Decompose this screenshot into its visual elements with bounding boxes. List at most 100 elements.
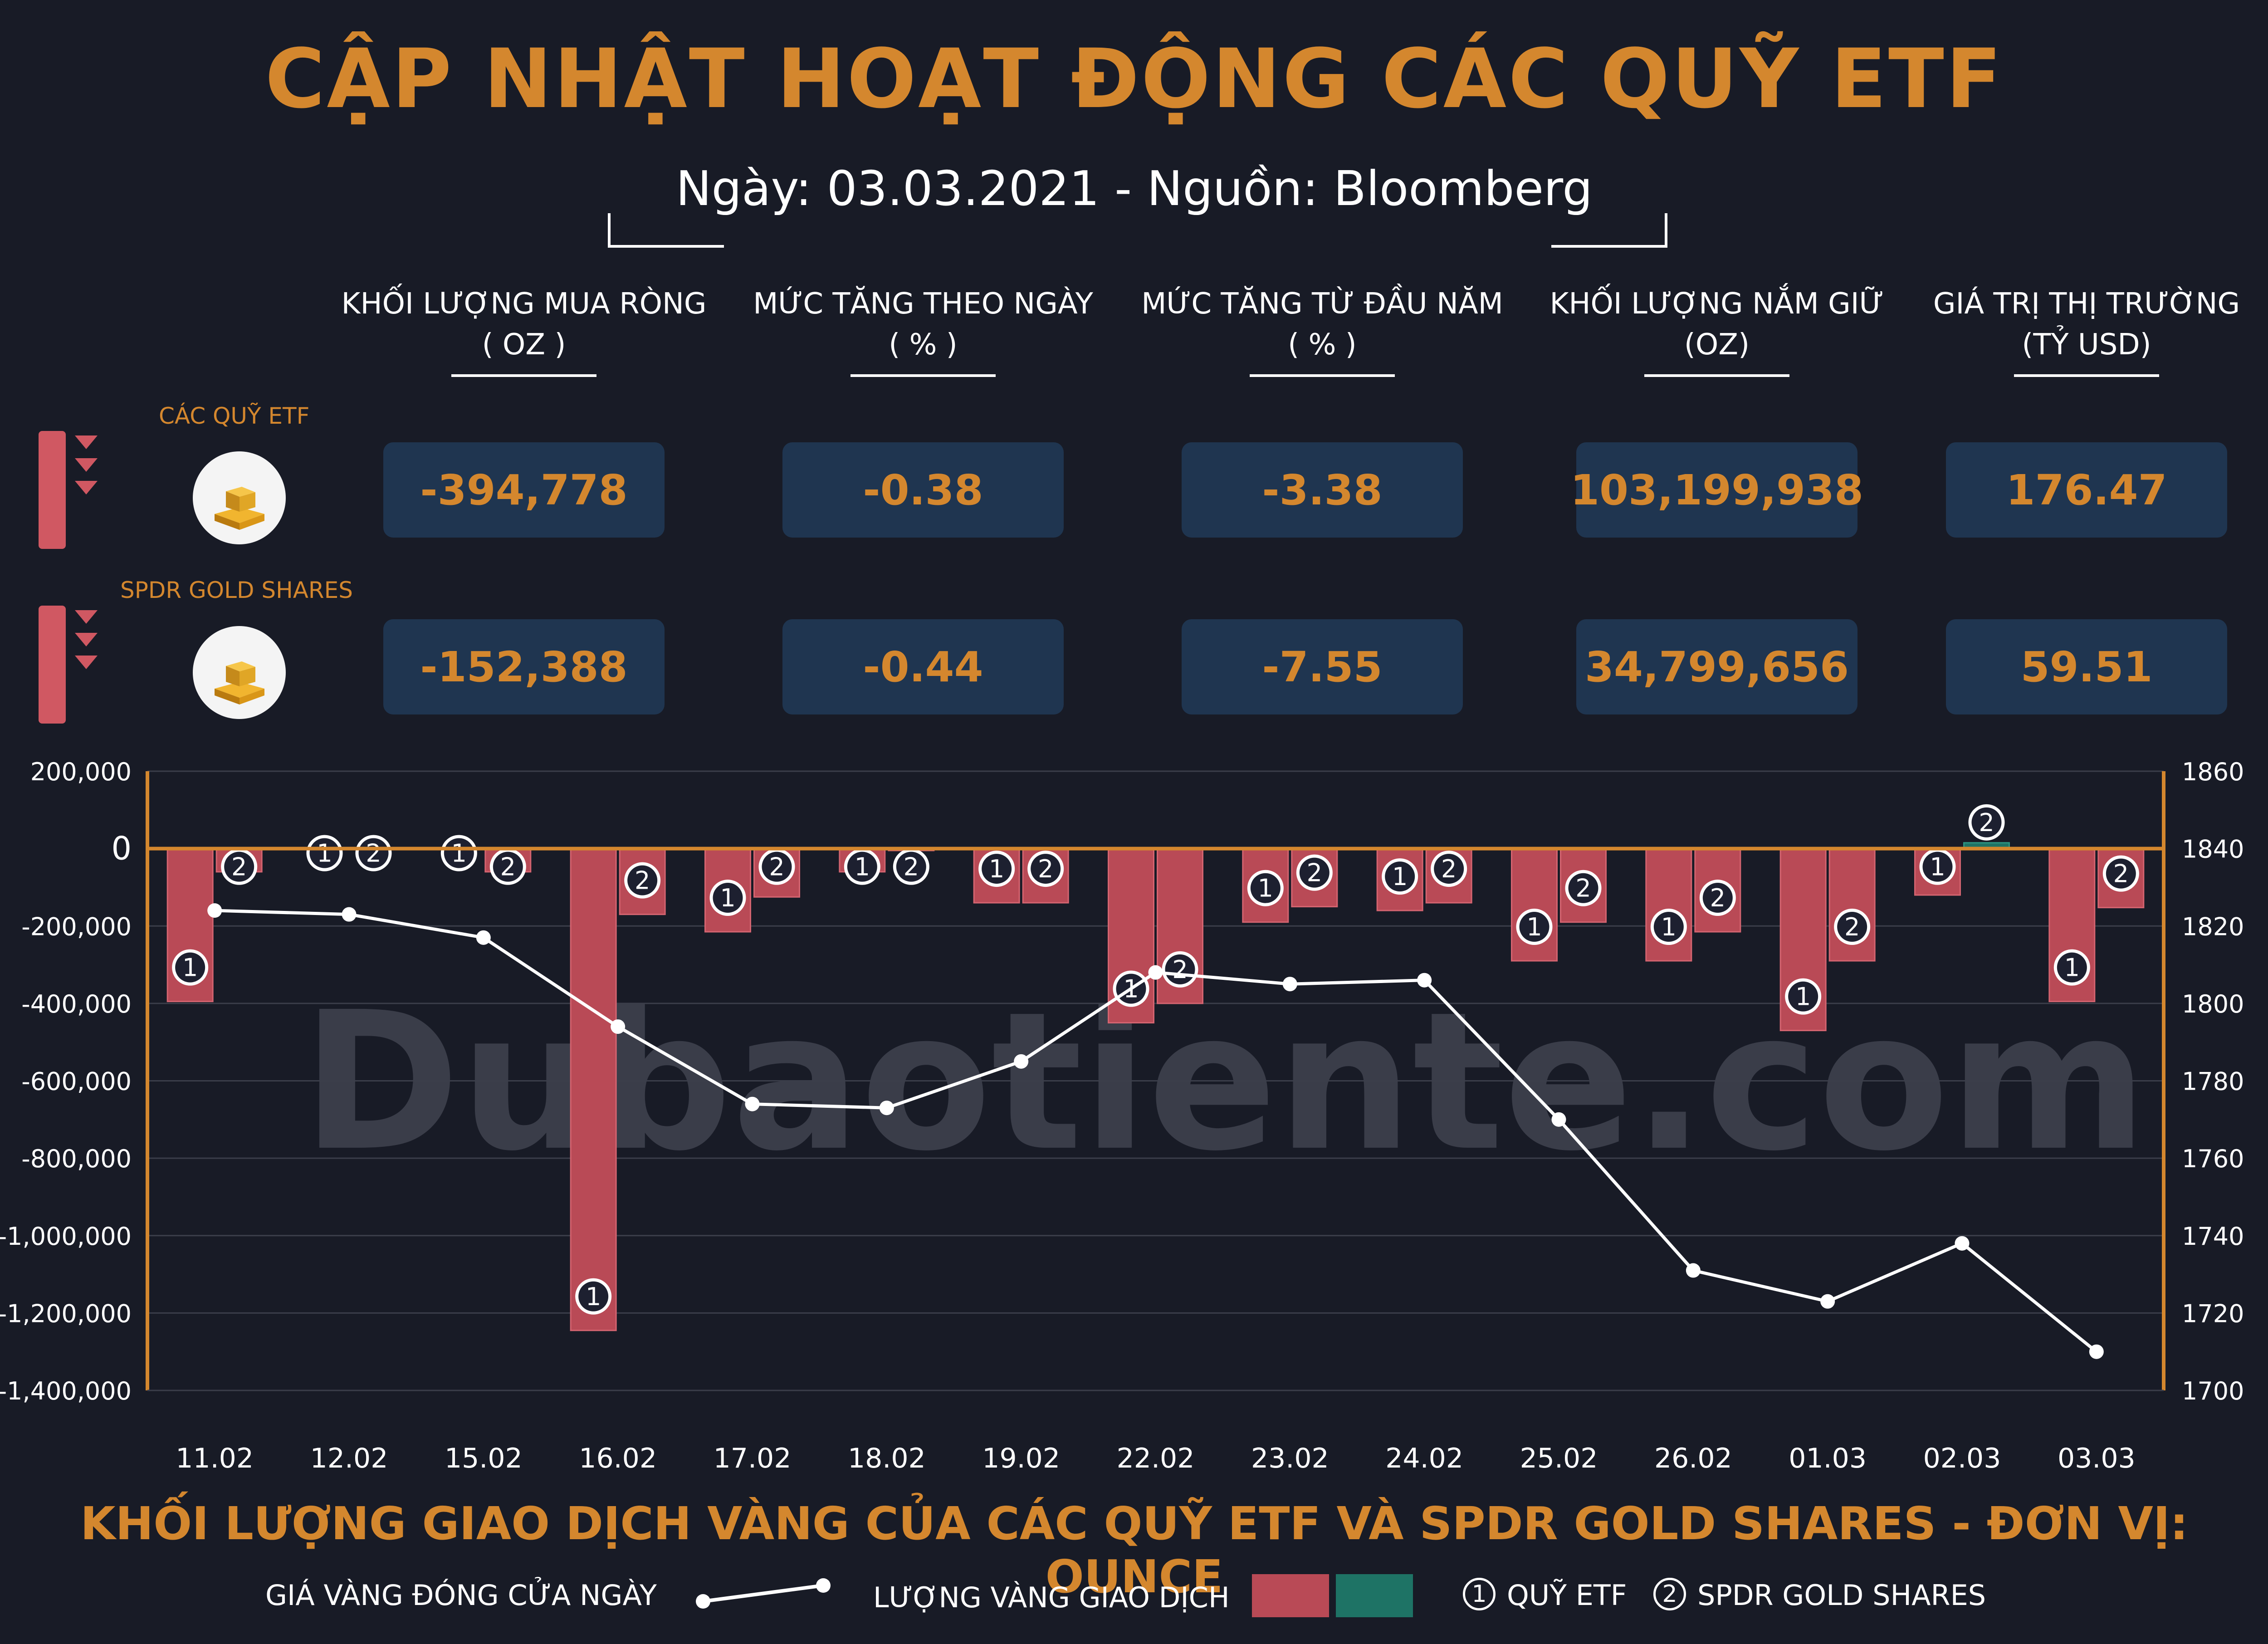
down-indicator [39,606,66,724]
bar-marker-2 [1837,912,1867,942]
bar-marker-label: 2 [1710,884,1725,912]
y-left-tick-label: 200,000 [30,758,132,786]
subtitle-bracket-right [1551,213,1667,248]
bar-marker-2 [1702,883,1733,913]
column-unit: (TỶ USD) [2022,328,2151,362]
x-tick-label: 11.02 [176,1443,254,1474]
bar-marker-1 [982,854,1012,884]
legend-up-swatch [1336,1574,1413,1617]
bar-marker-2 [224,851,254,882]
price-point [611,1019,626,1034]
y-left-tick-label: -1,400,000 [0,1377,132,1405]
bar-marker-label: 1 [317,839,332,868]
x-tick-label: 15.02 [445,1443,523,1474]
column-label: GIÁ TRỊ THỊ TRƯỜNG [1933,287,2240,321]
bar-marker-label: 2 [500,853,516,881]
y-right-tick-label: 1760 [2182,1145,2244,1173]
row-label-spdr: SPDR GOLD SHARES [120,577,353,603]
bar-marker-label: 1 [1526,913,1542,941]
bar-marker-label: 2 [769,853,784,881]
x-tick-label: 02.03 [1923,1443,2001,1474]
x-tick-label: 18.02 [848,1443,926,1474]
column-header-daily-change: MỨC TĂNG THEO NGÀY ( % ) [719,284,1127,377]
legend-marker-2-label: SPDR GOLD SHARES [1697,1579,1986,1612]
price-point [745,1096,760,1111]
y-right-tick-label: 1800 [2182,990,2244,1018]
bar-marker-1 [444,838,474,868]
price-point [879,1101,894,1116]
stat-spdr-daily-change: -0.44 [782,619,1064,714]
x-tick-label: 23.02 [1251,1443,1329,1474]
column-label: MỨC TĂNG TỪ ĐẦU NĂM [1141,287,1503,321]
bar-marker-1 [1653,912,1684,942]
y-right-tick-label: 1860 [2182,758,2244,786]
column-label: MỨC TĂNG THEO NGÀY [753,287,1093,321]
bar-marker-label: 1 [720,884,735,912]
x-tick-label: 03.03 [2058,1443,2136,1474]
column-header-net-volume: KHỐI LƯỢNG MUA RÒNG ( OZ ) [320,284,728,377]
stat-spdr-holdings: 34,799,656 [1576,619,1857,714]
y-left-tick-label: -1,200,000 [0,1299,132,1328]
bar-marker-label: 2 [1575,874,1591,903]
column-header-ytd-change: MỨC TĂNG TỪ ĐẦU NĂM ( % ) [1118,284,1526,377]
column-underline [1644,374,1789,377]
legend-marker-1: 1 [1463,1578,1496,1610]
bar-marker-label: 1 [1930,853,1945,881]
bar-marker-label: 1 [1661,913,1677,941]
bar-marker-label: 1 [1795,983,1811,1011]
stat-etf-market-value: 176.47 [1946,442,2227,538]
price-point [1148,965,1163,980]
bar-marker-label: 2 [1307,859,1322,887]
bar-1 [570,848,617,1331]
down-arrows-icon [75,435,98,494]
price-point [207,903,222,918]
column-underline [2014,374,2159,377]
bar-marker-label: 2 [1172,955,1188,984]
price-point [342,907,357,922]
x-tick-label: 01.03 [1789,1443,1867,1474]
column-header-market-value: GIÁ TRỊ THỊ TRƯỜNG (TỶ USD) [1882,284,2268,377]
bar-marker-2 [1165,954,1195,984]
stat-etf-ytd-change: -3.38 [1182,442,1463,538]
bar-marker-1 [1519,912,1549,942]
x-tick-label: 19.02 [982,1443,1060,1474]
bar-marker-label: 1 [182,954,198,982]
bar-marker-2 [2106,858,2136,889]
bar-marker-2 [1434,854,1464,884]
y-left-tick-label: -1,000,000 [0,1222,132,1251]
subtitle-bracket-left [608,213,724,248]
legend-down-swatch [1252,1574,1329,1617]
bar-marker-label: 1 [989,855,1004,883]
price-point [1014,1054,1029,1069]
y-left-tick-label: -600,000 [21,1067,132,1096]
y-left-tick-label: 0 [111,830,132,867]
column-unit: (OZ) [1684,328,1750,362]
gold-bars-icon [193,451,286,544]
bar-marker-label: 2 [904,853,919,881]
price-point [1955,1236,1970,1251]
stat-etf-daily-change: -0.38 [782,442,1064,538]
y-right-tick-label: 1740 [2182,1222,2244,1251]
column-unit: ( OZ ) [482,328,566,362]
price-point [476,930,491,945]
bar-marker-1 [578,1281,609,1311]
bar-marker-label: 1 [451,839,467,868]
bar-marker-2 [896,851,926,882]
gold-bars-icon [193,626,286,719]
bar-marker-label: 1 [1392,862,1408,891]
bar-marker-1 [713,883,743,913]
column-underline [850,374,996,377]
legend-line-label: GIÁ VÀNG ĐÓNG CỬA NGÀY [265,1579,657,1612]
y-right-tick-label: 1820 [2182,912,2244,941]
bar-marker-2 [1971,807,2002,837]
bar-marker-2 [358,838,389,868]
bar-marker-label: 2 [1979,808,1994,837]
x-tick-label: 22.02 [1117,1443,1195,1474]
x-tick-label: 12.02 [310,1443,388,1474]
chart-title: KHỐI LƯỢNG GIAO DỊCH VÀNG CỦA CÁC QUỸ ET… [80,1497,2188,1603]
bar-marker-1 [1788,981,1818,1012]
stat-spdr-ytd-change: -7.55 [1182,619,1463,714]
y-left-tick-label: -800,000 [21,1145,132,1173]
column-header-holdings: KHỐI LƯỢNG NẮM GIỮ (OZ) [1513,284,1921,377]
down-indicator [39,431,66,549]
